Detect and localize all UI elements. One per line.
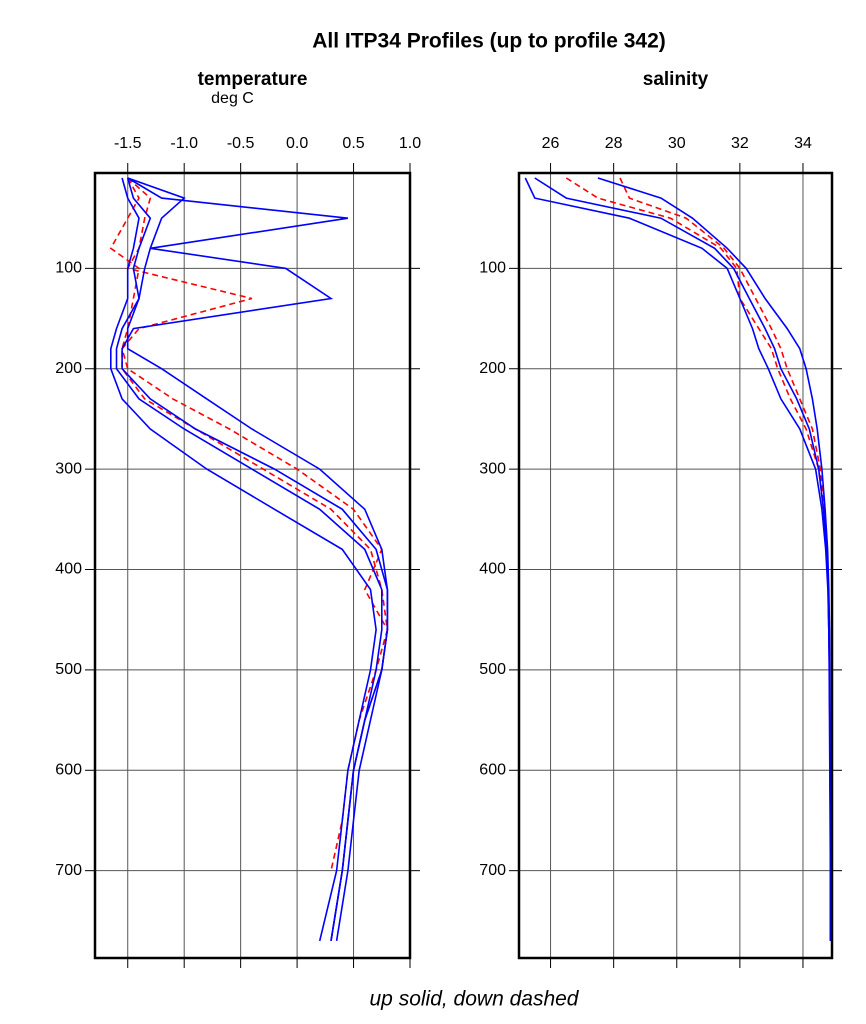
x-tick-label: 28 xyxy=(605,135,623,152)
profile-line xyxy=(126,177,389,942)
profile-line xyxy=(597,177,832,941)
x-tick-label: 0.0 xyxy=(286,135,308,152)
y-tick-label: 200 xyxy=(55,360,82,377)
panel-subtitle: deg C xyxy=(211,90,254,107)
y-tick-label: 400 xyxy=(55,561,82,578)
y-tick-label: 600 xyxy=(479,762,506,779)
y-tick-label: 400 xyxy=(479,561,506,578)
profile-line xyxy=(109,177,389,871)
footer: up solid, down dashed xyxy=(370,988,580,1011)
profile-line xyxy=(524,177,832,941)
y-tick-label: 300 xyxy=(55,460,82,477)
x-tick-label: 26 xyxy=(542,135,560,152)
y-tick-label: 500 xyxy=(55,661,82,678)
x-tick-label: -1.0 xyxy=(170,135,198,152)
x-tick-label: 32 xyxy=(731,135,749,152)
panel-frame xyxy=(93,171,412,960)
profile-line xyxy=(534,177,832,941)
y-tick-label: 100 xyxy=(479,260,506,277)
y-tick-label: 100 xyxy=(55,260,82,277)
panel-frame xyxy=(517,171,834,960)
profile-line xyxy=(619,177,832,941)
y-tick-label: 600 xyxy=(55,762,82,779)
y-tick-label: 700 xyxy=(55,862,82,879)
x-tick-label: 0.5 xyxy=(342,135,364,152)
y-tick-label: 500 xyxy=(479,661,506,678)
y-tick-label: 200 xyxy=(479,360,506,377)
x-tick-label: -1.5 xyxy=(114,135,142,152)
panel-title: temperature xyxy=(198,69,308,90)
profile-line xyxy=(121,177,389,942)
y-tick-label: 300 xyxy=(479,460,506,477)
x-tick-label: 1.0 xyxy=(399,135,421,152)
profile-line xyxy=(565,177,832,941)
x-tick-label: -0.5 xyxy=(227,135,255,152)
x-tick-label: 34 xyxy=(794,135,812,152)
chart-title: All ITP34 Profiles (up to profile 342) xyxy=(312,30,666,53)
panel-title: salinity xyxy=(643,69,709,90)
y-tick-label: 700 xyxy=(479,862,506,879)
profile-line xyxy=(110,177,377,942)
x-tick-label: 30 xyxy=(668,135,686,152)
